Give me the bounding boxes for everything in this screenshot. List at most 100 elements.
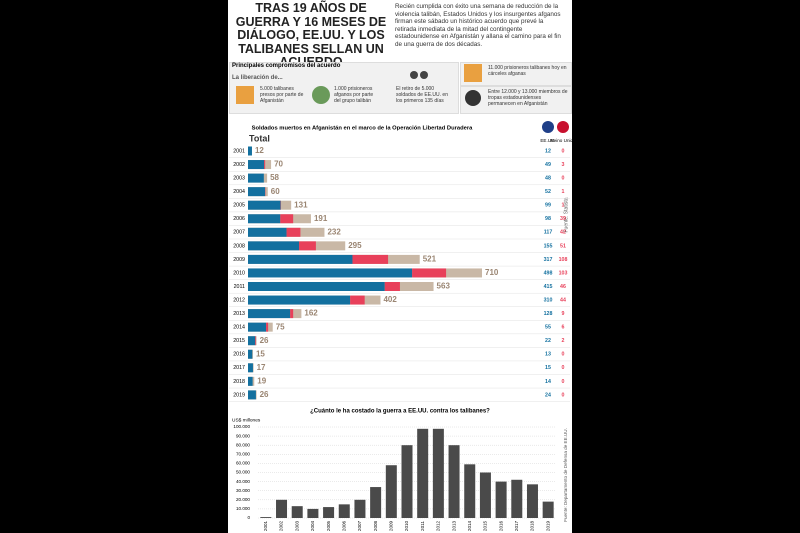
us-label: 22 — [545, 338, 551, 344]
us-label: 15 — [545, 365, 551, 371]
bar-us — [248, 241, 300, 251]
bar-uk — [264, 160, 266, 170]
x-tick-label: 2003 — [294, 520, 299, 531]
bar-us — [248, 214, 281, 224]
bar — [307, 508, 319, 518]
bar-uk — [352, 254, 389, 264]
x-tick-label: 2007 — [357, 520, 362, 531]
icon — [236, 86, 254, 104]
x-tick-label: 2014 — [467, 520, 472, 531]
bar — [291, 506, 303, 518]
chart-title: ¿Cuánto le ha costado la guerra a EE.UU.… — [310, 409, 490, 415]
y-tick-label: 2010 — [233, 270, 245, 276]
bar-uk — [299, 241, 316, 251]
us-label: 49 — [545, 162, 551, 168]
us-label: 99 — [545, 203, 551, 209]
total-label: 402 — [383, 295, 397, 304]
bar-us — [248, 376, 253, 386]
y-tick-label: 2012 — [233, 297, 245, 303]
uk-label: 44 — [560, 297, 566, 303]
bar — [370, 487, 382, 518]
uk-label: 9 — [562, 311, 565, 317]
uk-label: 0 — [562, 365, 565, 371]
total-label: 710 — [485, 268, 499, 277]
y-tick-label: 50.000 — [236, 470, 250, 475]
x-tick-label: 2011 — [420, 521, 425, 531]
y-tick-label: 2002 — [233, 162, 245, 168]
total-label: 17 — [257, 363, 266, 372]
bar-us — [248, 390, 256, 400]
x-tick-label: 2004 — [310, 520, 315, 531]
y-tick-label: 2008 — [233, 243, 245, 249]
bar — [354, 499, 366, 518]
y-axis-label: US$ millones — [232, 417, 261, 423]
us-label: 14 — [545, 379, 551, 385]
total-label: 162 — [304, 309, 318, 318]
y-tick-label: 2013 — [233, 311, 245, 317]
note-box — [460, 86, 572, 114]
bar — [417, 428, 429, 518]
uk-label: 1 — [562, 203, 565, 209]
bar-us — [248, 363, 253, 373]
bar-us — [248, 227, 287, 237]
commitments-box — [229, 62, 459, 114]
intro: Recién cumplida con éxito una semana de … — [395, 3, 561, 48]
icon — [312, 86, 330, 104]
legend-us: EE.UU. — [540, 138, 555, 143]
total-label: 75 — [276, 322, 285, 331]
y-tick-label: 0 — [247, 515, 250, 520]
bar — [401, 445, 413, 518]
bar-uk — [412, 268, 447, 278]
chart-title: Soldados muertos en Afganistán en el mar… — [252, 126, 474, 132]
us-label: 55 — [545, 325, 551, 331]
us-label: 98 — [545, 216, 551, 222]
y-tick-label: 20.000 — [236, 497, 250, 502]
us-label: 310 — [544, 297, 553, 303]
y-tick-label: 100.000 — [233, 424, 250, 429]
bar-uk — [255, 336, 256, 346]
release-title: La liberación de... — [232, 75, 283, 81]
x-tick-label: 2002 — [279, 520, 284, 531]
x-tick-label: 2012 — [436, 520, 441, 531]
y-tick-label: 80.000 — [236, 442, 250, 447]
total-label: 70 — [274, 160, 283, 169]
bar — [542, 501, 554, 518]
y-tick-label: 90.000 — [236, 433, 250, 438]
y-tick-label: 70.000 — [236, 452, 250, 457]
commitment: El retiro de 5.000 soldados de EE.UU. en… — [396, 86, 448, 104]
x-tick-label: 2001 — [263, 520, 268, 531]
us-label: 128 — [544, 311, 553, 317]
y-tick-label: 2015 — [233, 338, 245, 344]
bar — [479, 472, 491, 518]
note: 11.000 prisioneros talibanes hoy en cárc… — [488, 65, 567, 77]
y-tick-label: 10.000 — [236, 506, 250, 511]
x-tick-label: 2005 — [326, 520, 331, 531]
y-tick-label: 2005 — [233, 203, 245, 209]
y-tick-label: 2006 — [233, 216, 245, 222]
y-tick-label: 2009 — [233, 257, 245, 263]
bar-us — [248, 173, 264, 183]
y-tick-label: 2018 — [233, 379, 245, 385]
uk-label: 46 — [560, 284, 566, 290]
us-label: 155 — [544, 243, 553, 249]
total-label: 131 — [294, 200, 308, 209]
us-label: 317 — [544, 257, 553, 263]
bar-us — [248, 295, 351, 305]
flag — [542, 121, 554, 133]
bar-us — [248, 349, 253, 359]
us-label: 52 — [545, 189, 551, 195]
uk-label: 0 — [562, 352, 565, 358]
us-label: 13 — [545, 352, 551, 358]
bar — [338, 504, 350, 518]
bar-us — [248, 336, 256, 346]
uk-label: 103 — [559, 270, 568, 276]
y-tick-label: 60.000 — [236, 461, 250, 466]
bar — [526, 484, 538, 518]
uk-label: 0 — [562, 148, 565, 154]
x-tick-label: 2017 — [514, 520, 519, 531]
commitment: 1.000 prisioneros afganos por parte del … — [334, 86, 374, 104]
uk-label: 42 — [560, 230, 566, 236]
bar — [260, 517, 272, 518]
flag — [557, 121, 569, 133]
